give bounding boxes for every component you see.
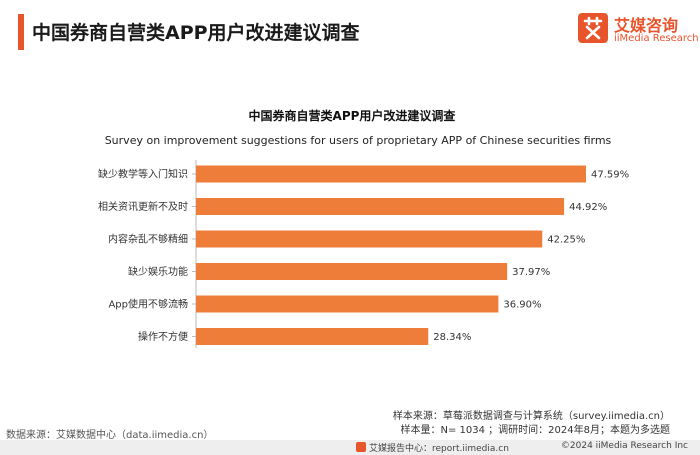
logo-text-en: iiMedia Research xyxy=(614,33,699,44)
bar-3 xyxy=(196,230,543,248)
bar-1 xyxy=(196,165,586,183)
bottom-strip: 艾媒报告中心：report.iimedia.cn ©2024 iiMedia R… xyxy=(0,440,700,455)
chart-title: 中国券商自营类APP用户改进建议调查 xyxy=(249,108,457,123)
value-label-1: 47.59% xyxy=(591,170,629,181)
bar-4 xyxy=(196,263,508,280)
value-label-4: 37.97% xyxy=(512,267,550,278)
sample-source: 样本来源：草莓派数据调查与计算系统（survey.iimedia.cn） xyxy=(392,411,670,422)
value-label-5: 36.90% xyxy=(503,300,541,311)
report-center-link[interactable]: 艾媒报告中心：report.iimedia.cn xyxy=(369,444,509,454)
category-label-6: 操作不方便 xyxy=(138,330,188,343)
report-center-icon xyxy=(356,442,366,452)
copyright: ©2024 iiMedia Research Inc xyxy=(560,441,688,451)
value-label-3: 42.25% xyxy=(547,235,585,246)
category-label-1: 缺少教学等入门知识 xyxy=(98,168,188,181)
value-label-6: 28.34% xyxy=(433,332,471,343)
bars-group: 缺少教学等入门知识 47.59% 相关资讯更新不及时 44.92% 内容杂乱不够精细 42… xyxy=(98,165,629,345)
sample-info: 样本量：N= 1034 ；调研时间：2024年8月；本题为多选题 xyxy=(400,425,670,436)
bar-2 xyxy=(196,198,565,215)
category-label-5: App使用不够流畅 xyxy=(108,298,188,311)
bar-chart: 中国券商自营类APP用户改进建议调查 Survey on improvement… xyxy=(98,108,629,348)
sample-notes: 样本来源：草莓派数据调查与计算系统（survey.iimedia.cn） 样本量… xyxy=(393,410,670,438)
value-label-2: 44.92% xyxy=(569,202,607,213)
chart-subtitle: Survey on improvement suggestions for us… xyxy=(105,134,612,147)
bar-5 xyxy=(196,295,499,313)
data-source: 数据来源：艾媒数据中心（data.iimedia.cn） xyxy=(6,430,214,441)
category-label-2: 相关资讯更新不及时 xyxy=(98,200,188,213)
iimedia-logo-icon xyxy=(578,13,608,43)
category-label-4: 缺少娱乐功能 xyxy=(128,265,188,278)
page-title: 中国券商自营类APP用户改进建议调查 xyxy=(32,22,360,44)
title-accent-bar xyxy=(18,14,24,50)
bar-6 xyxy=(196,328,429,345)
category-label-3: 内容杂乱不够精细 xyxy=(108,233,188,246)
logo-text-cn: 艾媒咨询 xyxy=(614,16,679,35)
